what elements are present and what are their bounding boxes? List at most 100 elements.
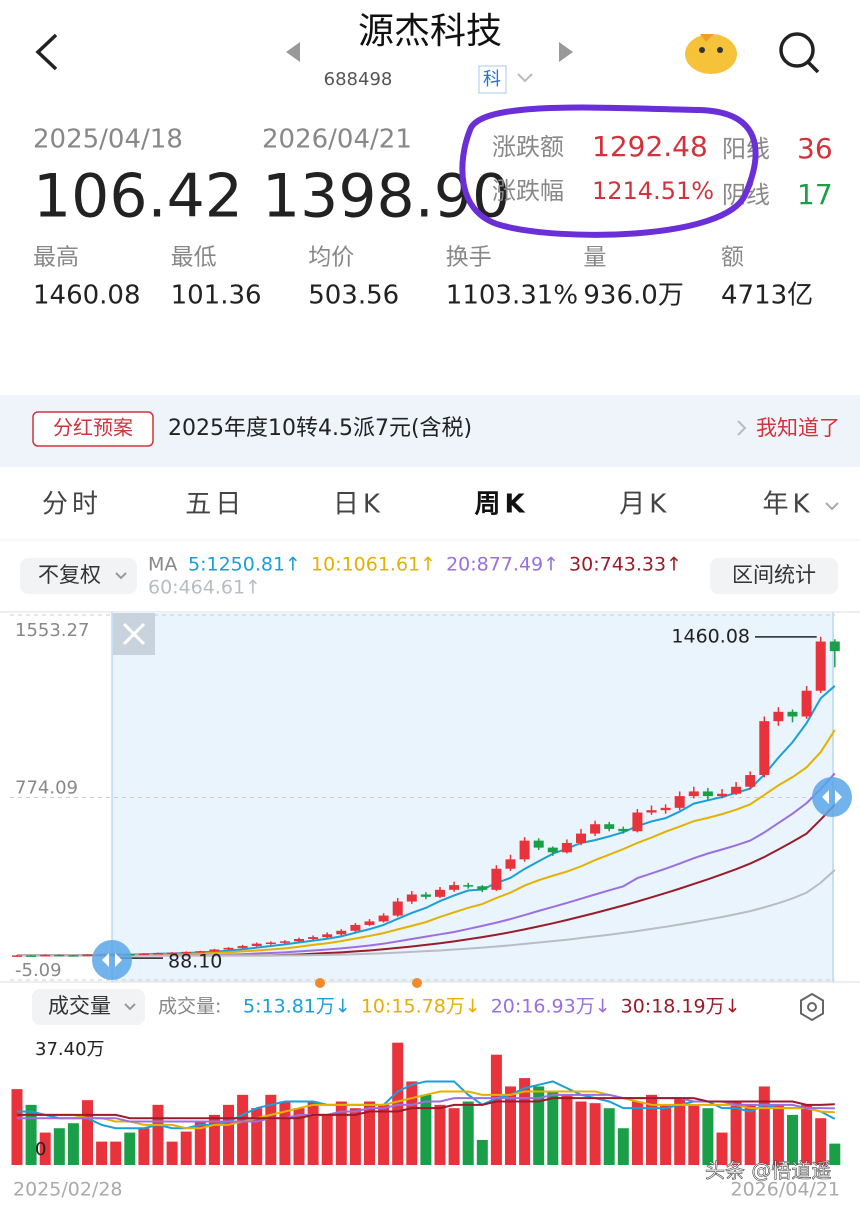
left-handle[interactable] <box>92 940 132 980</box>
board-tag-box <box>478 65 507 94</box>
mascot-icon[interactable] <box>685 34 737 74</box>
candle-body <box>181 951 192 954</box>
volume-bar <box>674 1098 686 1165</box>
back-button[interactable] <box>35 33 58 71</box>
y-tick-label: 774.09 <box>15 778 78 799</box>
candle-body <box>717 793 727 797</box>
candle-body <box>801 690 812 717</box>
candle-body <box>68 955 79 957</box>
volume-bar <box>476 1139 488 1165</box>
candle-body <box>223 947 234 950</box>
end-price: 1398.90 <box>262 162 510 232</box>
legend-item: 5:1250.81↑ <box>188 554 301 576</box>
volume-bar <box>787 1114 798 1165</box>
dropdown-chevron <box>115 572 127 580</box>
start-price: 106.42 <box>33 162 243 232</box>
candle-body <box>251 943 262 947</box>
next-stock[interactable] <box>559 42 573 62</box>
legend-item: 10:1061.61↑ <box>311 554 436 576</box>
volume-bar <box>490 1054 502 1165</box>
x-tick-label: 2025/02/28 <box>13 1179 123 1201</box>
candle-body <box>138 953 149 956</box>
volume-bar <box>547 1091 559 1165</box>
volume-bar <box>730 1101 742 1165</box>
indicator-dropdown[interactable] <box>32 989 145 1025</box>
event-dot[interactable] <box>412 978 422 988</box>
volume-bar <box>406 1081 418 1165</box>
volume-bar <box>11 1089 23 1165</box>
tab[interactable]: 日K <box>333 490 384 520</box>
search-button[interactable] <box>779 32 820 74</box>
ma-line <box>17 869 836 957</box>
volume-bar <box>378 1104 390 1165</box>
banner-tag-box <box>32 411 154 447</box>
candle-body <box>322 934 333 938</box>
watermark: 头条 @悟道遥 <box>705 1159 831 1183</box>
range-label: 区间统计 <box>732 563 816 587</box>
metric-label: 均价 <box>308 245 354 271</box>
tab[interactable]: 周K <box>475 490 529 520</box>
down-count: 17 <box>797 178 833 211</box>
candle-body <box>533 840 544 848</box>
candle-body <box>449 885 460 890</box>
candle-body <box>40 954 51 957</box>
volume-bar <box>364 1101 375 1165</box>
adjust-dropdown[interactable] <box>20 558 137 594</box>
metric-label: 额 <box>721 245 744 271</box>
volume-bar <box>237 1094 249 1165</box>
legend-item: 5:13.81万↓ <box>243 996 351 1018</box>
range-button[interactable] <box>710 558 838 594</box>
volume-bar <box>688 1104 700 1165</box>
close-selection[interactable] <box>113 613 155 655</box>
up-count: 36 <box>797 132 833 165</box>
tab[interactable]: 分时 <box>42 490 102 520</box>
y-tick-label: -5.09 <box>15 960 62 981</box>
tag-chevron[interactable] <box>517 73 533 83</box>
volume-bar <box>434 1104 446 1165</box>
dropdown-chevron <box>124 1003 136 1011</box>
tab[interactable]: 年K <box>762 490 813 520</box>
candle-body <box>604 824 615 829</box>
candle-body <box>237 946 248 948</box>
volume-bar <box>335 1101 347 1165</box>
candle-body <box>477 886 488 890</box>
metric-value: 936.0万 <box>583 281 683 311</box>
volume-bar <box>110 1141 122 1165</box>
stock-code: 688498 <box>324 69 393 90</box>
pct-label: 涨跌幅 <box>492 177 564 205</box>
change-value: 1292.48 <box>592 130 708 163</box>
metric-label: 最低 <box>171 245 217 271</box>
volume-bar <box>575 1101 587 1165</box>
candle-body <box>660 807 671 811</box>
candle-body <box>829 641 840 652</box>
candle-body <box>632 812 643 832</box>
tab-chevron <box>825 502 839 511</box>
start-date: 2025/04/18 <box>33 125 183 155</box>
metric-value: 503.56 <box>308 281 399 311</box>
event-dot[interactable] <box>315 978 325 988</box>
legend-title: 成交量: <box>158 996 221 1018</box>
candle-body <box>406 894 417 902</box>
prev-stock[interactable] <box>286 42 300 62</box>
volume-bar <box>265 1094 277 1165</box>
volume-bar <box>293 1108 305 1165</box>
tab[interactable]: 五日 <box>185 490 245 520</box>
settings-button[interactable] <box>800 992 824 1022</box>
banner-action[interactable]: 我知道了 <box>756 416 840 440</box>
candle-body <box>674 796 685 808</box>
candle-body <box>646 810 657 813</box>
tab[interactable]: 月K <box>619 490 670 520</box>
candle-body <box>731 786 742 794</box>
legend-item: 20:877.49↑ <box>446 554 559 576</box>
candle-body <box>435 889 445 897</box>
right-handle[interactable] <box>812 777 852 817</box>
high-marker-label: 1460.08 <box>671 625 750 647</box>
candle-body <box>153 953 163 955</box>
volume-bar <box>603 1108 615 1165</box>
volume-bar <box>124 1132 136 1165</box>
candle-body <box>308 937 319 939</box>
candle-body <box>618 828 629 832</box>
metric-value: 1460.08 <box>33 281 141 311</box>
end-date: 2026/04/21 <box>262 125 412 155</box>
